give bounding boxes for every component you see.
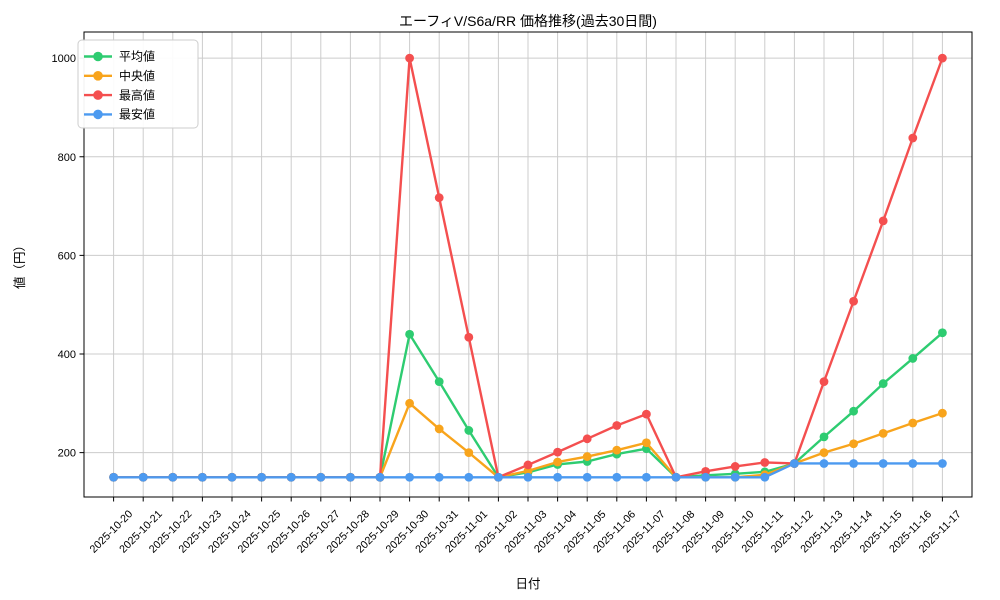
- data-point-最安値: [286, 472, 296, 482]
- data-point-最高値: [938, 53, 947, 63]
- grid-layer: [84, 32, 972, 497]
- tick-layer: 2025-10-202025-10-212025-10-222025-10-23…: [52, 53, 964, 556]
- data-point-最安値: [878, 459, 888, 468]
- data-point-中央値: [878, 428, 888, 438]
- data-point-最安値: [464, 472, 474, 482]
- data-point-最安値: [730, 472, 740, 482]
- data-point-最安値: [375, 472, 385, 482]
- data-point-最高値: [878, 216, 888, 226]
- legend-marker-中央値: [93, 71, 103, 81]
- data-point-最安値: [523, 472, 533, 482]
- data-point-最高値: [642, 409, 651, 419]
- data-point-最安値: [938, 459, 947, 468]
- data-point-最安値: [701, 472, 710, 482]
- data-point-平均値: [849, 406, 858, 416]
- data-point-最安値: [849, 459, 858, 468]
- legend-marker-最安値: [93, 109, 103, 120]
- x-axis-label: 日付: [515, 577, 540, 591]
- data-point-最高値: [434, 193, 444, 203]
- legend-marker-最高値: [93, 90, 103, 100]
- data-point-中央値: [849, 439, 858, 449]
- data-point-平均値: [464, 426, 474, 435]
- data-point-最安値: [198, 472, 207, 482]
- data-point-最高値: [849, 296, 858, 306]
- y-tick-label: 200: [58, 448, 76, 460]
- data-point-最高値: [405, 53, 414, 63]
- legend-label: 中央値: [119, 68, 155, 83]
- legend-label: 平均値: [119, 49, 155, 64]
- data-point-中央値: [582, 452, 592, 461]
- data-point-最安値: [908, 459, 918, 468]
- data-point-最安値: [138, 472, 148, 482]
- data-point-中央値: [553, 457, 562, 467]
- data-point-平均値: [434, 377, 444, 387]
- data-point-最高値: [464, 332, 474, 342]
- data-point-中央値: [938, 408, 947, 418]
- chart-title: エーフィV/S6a/RR 価格推移(過去30日間): [399, 13, 657, 29]
- data-point-中央値: [405, 398, 414, 408]
- data-point-最高値: [553, 447, 562, 457]
- data-point-最安値: [405, 472, 414, 482]
- data-point-最安値: [257, 472, 266, 482]
- data-point-平均値: [908, 354, 918, 363]
- y-tick-label: 800: [58, 152, 76, 164]
- data-point-最高値: [612, 421, 622, 430]
- data-point-最安値: [819, 459, 829, 468]
- data-point-最高値: [582, 434, 592, 444]
- legend-label: 最安値: [119, 107, 155, 122]
- y-tick-label: 600: [58, 250, 76, 262]
- data-point-最安値: [346, 472, 355, 482]
- data-point-最安値: [790, 459, 799, 468]
- data-point-最高値: [760, 458, 770, 467]
- data-point-最安値: [109, 472, 118, 482]
- data-point-最安値: [494, 472, 503, 482]
- data-point-最安値: [582, 472, 592, 482]
- data-point-平均値: [938, 328, 947, 338]
- data-point-最高値: [730, 462, 740, 471]
- data-point-最安値: [612, 472, 622, 482]
- data-point-中央値: [464, 448, 474, 458]
- data-point-中央値: [612, 445, 622, 455]
- data-point-中央値: [642, 438, 651, 448]
- legend-box: [77, 39, 199, 129]
- data-point-平均値: [819, 432, 829, 442]
- data-point-最安値: [671, 472, 681, 482]
- data-point-平均値: [878, 379, 888, 388]
- legend-marker-平均値: [93, 51, 103, 62]
- data-point-最安値: [642, 472, 651, 482]
- legend-label: 最高値: [119, 87, 155, 102]
- y-axis-label: 値（円）: [12, 239, 27, 289]
- data-point-中央値: [434, 424, 444, 434]
- series-layer: [109, 53, 947, 482]
- data-point-中央値: [819, 448, 829, 458]
- data-point-中央値: [908, 418, 918, 428]
- data-point-最安値: [553, 472, 562, 482]
- data-point-最高値: [908, 133, 918, 143]
- data-point-最安値: [316, 472, 326, 482]
- y-tick-label: 400: [58, 349, 76, 361]
- data-point-最高値: [523, 460, 533, 470]
- data-point-最高値: [819, 377, 829, 387]
- data-point-最安値: [227, 472, 237, 482]
- y-tick-label: 1000: [52, 53, 76, 65]
- data-point-最安値: [434, 472, 444, 482]
- data-point-最安値: [168, 472, 178, 482]
- data-point-平均値: [405, 329, 414, 339]
- data-point-最安値: [760, 472, 770, 482]
